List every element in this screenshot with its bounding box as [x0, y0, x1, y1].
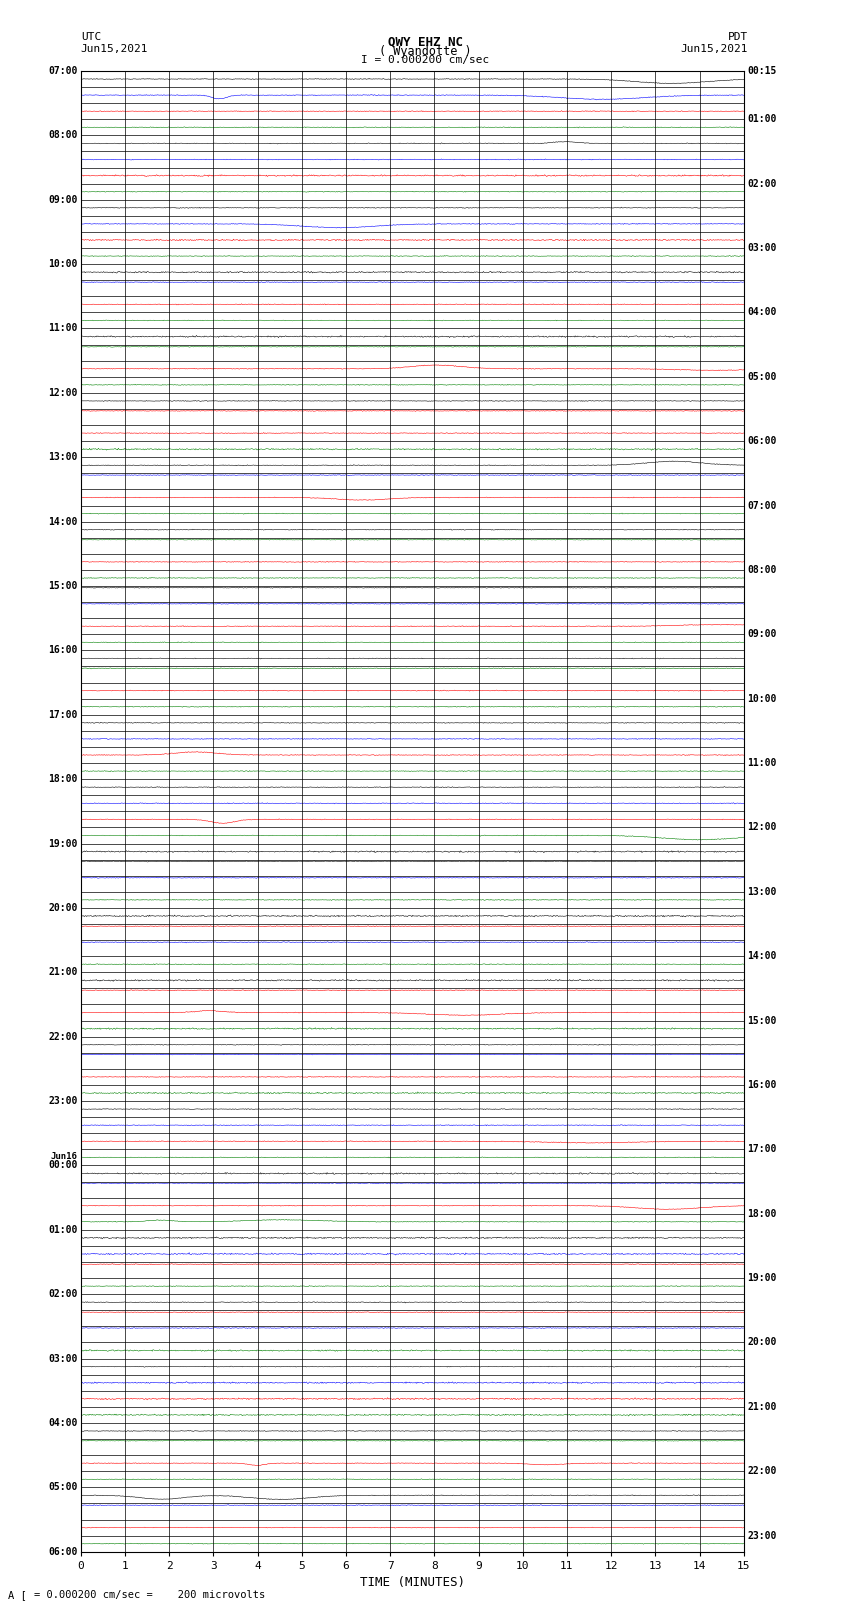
Text: 04:00: 04:00 — [747, 308, 776, 318]
Text: Jun15,2021: Jun15,2021 — [681, 44, 748, 53]
Text: 03:00: 03:00 — [48, 1353, 77, 1363]
Text: 13:00: 13:00 — [747, 887, 776, 897]
Text: ( Wyandotte ): ( Wyandotte ) — [379, 45, 471, 58]
Text: 08:00: 08:00 — [48, 131, 77, 140]
X-axis label: TIME (MINUTES): TIME (MINUTES) — [360, 1576, 465, 1589]
Text: 13:00: 13:00 — [48, 452, 77, 463]
Text: 02:00: 02:00 — [747, 179, 776, 189]
Text: 18:00: 18:00 — [48, 774, 77, 784]
Text: 15:00: 15:00 — [747, 1016, 776, 1026]
Text: 12:00: 12:00 — [48, 387, 77, 398]
Text: 14:00: 14:00 — [747, 952, 776, 961]
Text: 09:00: 09:00 — [48, 195, 77, 205]
Text: 07:00: 07:00 — [48, 66, 77, 76]
Text: 12:00: 12:00 — [747, 823, 776, 832]
Text: 19:00: 19:00 — [747, 1273, 776, 1282]
Text: 17:00: 17:00 — [747, 1144, 776, 1155]
Text: 00:00: 00:00 — [48, 1160, 77, 1171]
Text: 05:00: 05:00 — [48, 1482, 77, 1492]
Text: 03:00: 03:00 — [747, 244, 776, 253]
Text: 23:00: 23:00 — [48, 1097, 77, 1107]
Text: Jun16: Jun16 — [50, 1152, 77, 1161]
Text: 04:00: 04:00 — [48, 1418, 77, 1428]
Text: A [: A [ — [8, 1590, 27, 1600]
Text: 10:00: 10:00 — [747, 694, 776, 703]
Text: PDT: PDT — [728, 32, 748, 42]
Text: 05:00: 05:00 — [747, 371, 776, 382]
Text: 18:00: 18:00 — [747, 1208, 776, 1219]
Text: 22:00: 22:00 — [747, 1466, 776, 1476]
Text: 23:00: 23:00 — [747, 1531, 776, 1540]
Text: 09:00: 09:00 — [747, 629, 776, 639]
Text: I = 0.000200 cm/sec: I = 0.000200 cm/sec — [361, 55, 489, 65]
Text: 02:00: 02:00 — [48, 1289, 77, 1298]
Text: 16:00: 16:00 — [48, 645, 77, 655]
Text: QWY EHZ NC: QWY EHZ NC — [388, 35, 462, 48]
Text: 06:00: 06:00 — [747, 436, 776, 447]
Text: 01:00: 01:00 — [48, 1224, 77, 1236]
Text: 07:00: 07:00 — [747, 500, 776, 511]
Text: 21:00: 21:00 — [48, 968, 77, 977]
Text: = 0.000200 cm/sec =    200 microvolts: = 0.000200 cm/sec = 200 microvolts — [34, 1590, 265, 1600]
Text: 17:00: 17:00 — [48, 710, 77, 719]
Text: 01:00: 01:00 — [747, 115, 776, 124]
Text: 15:00: 15:00 — [48, 581, 77, 590]
Text: 16:00: 16:00 — [747, 1081, 776, 1090]
Text: 19:00: 19:00 — [48, 839, 77, 848]
Text: 00:15: 00:15 — [747, 66, 776, 76]
Text: Jun15,2021: Jun15,2021 — [81, 44, 148, 53]
Text: 10:00: 10:00 — [48, 260, 77, 269]
Text: UTC: UTC — [81, 32, 101, 42]
Text: 20:00: 20:00 — [48, 903, 77, 913]
Text: 20:00: 20:00 — [747, 1337, 776, 1347]
Text: 11:00: 11:00 — [747, 758, 776, 768]
Text: 21:00: 21:00 — [747, 1402, 776, 1411]
Text: 08:00: 08:00 — [747, 565, 776, 574]
Text: 22:00: 22:00 — [48, 1032, 77, 1042]
Text: 06:00: 06:00 — [48, 1547, 77, 1557]
Text: 14:00: 14:00 — [48, 516, 77, 526]
Text: 11:00: 11:00 — [48, 324, 77, 334]
